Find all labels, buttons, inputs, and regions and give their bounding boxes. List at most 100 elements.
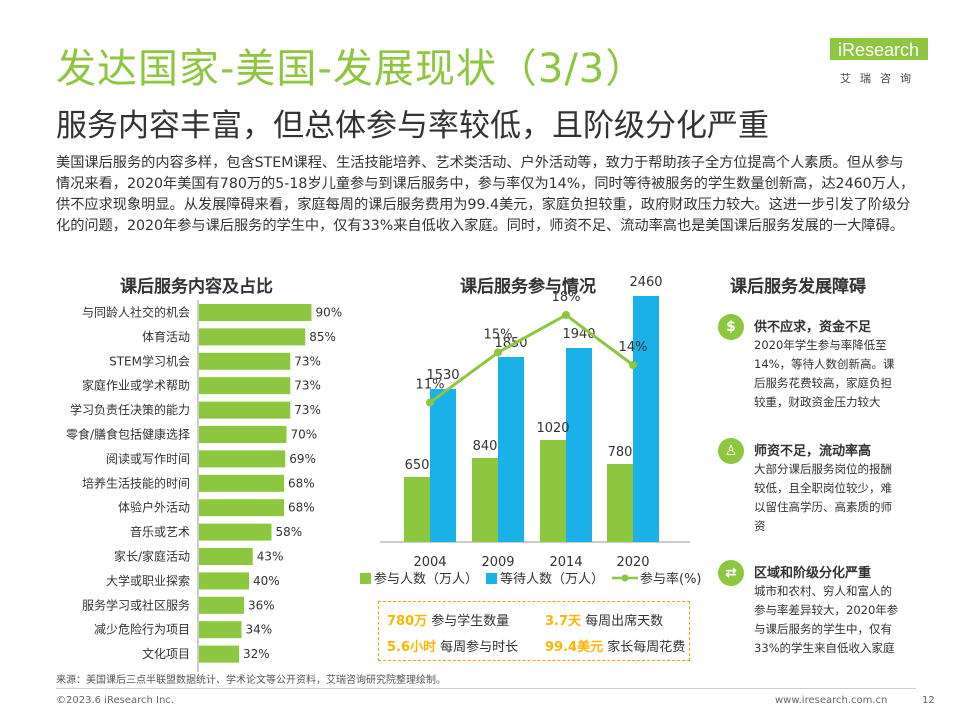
waiting-bar [633, 296, 659, 542]
content-chart-title: 课后服务内容及占比 [120, 277, 273, 297]
content-value-label: 68% [288, 476, 315, 490]
obstacle-title: 供不应求，资金不足 [754, 320, 872, 335]
content-bar [199, 426, 287, 443]
legend-participants-label: 参与人数（万人） [374, 571, 478, 587]
waiting-bar [498, 357, 524, 542]
content-category-label: 大学或职业探索 [106, 573, 190, 588]
copyright: ©2023.6 iResearch Inc. [56, 695, 174, 706]
obstacle-item: ⇄ 区域和阶级分化严重 城市和农村、穷人和富人的参与率差异较大，2020年参与课… [718, 560, 938, 670]
content-bar [199, 645, 239, 663]
iresearch-logo: iResearch 艾瑞咨询 [820, 30, 932, 90]
content-category-label: 培养生活技能的时间 [82, 475, 190, 490]
content-value-label: 69% [289, 452, 316, 466]
participants-value-label: 780 [608, 445, 633, 460]
legend-waiting-swatch [486, 573, 497, 584]
shuffle-icon: ⇄ [718, 560, 744, 586]
content-bar [199, 499, 284, 517]
legend-rate-label: 参与率(%) [640, 571, 702, 587]
obstacle-title: 师资不足，流动率高 [754, 444, 872, 459]
content-value-label: 43% [257, 550, 284, 564]
content-value-label: 90% [316, 306, 343, 320]
waiting-bar [566, 348, 592, 542]
content-value-label: 85% [309, 330, 336, 344]
summary-box: 780万 参与学生数量 3.7天 每周出席天数 5.6小时 每周参与时长 99.… [378, 601, 690, 661]
content-category-label: 体验户外活动 [118, 500, 190, 515]
logo-subtext: 艾瑞咨询 [840, 72, 920, 85]
obstacle-text: 2020年学生参与率降低至14%，等待人数创新高。课后服务花费较高，家庭负担较重… [754, 338, 895, 409]
participants-bar [607, 464, 633, 542]
participation-rate-label: 15% [484, 328, 513, 343]
page-subtitle: 服务内容丰富，但总体参与率较低，且阶级分化严重 [56, 108, 769, 144]
teacher-icon: ♙ [718, 438, 744, 464]
content-value-label: 68% [288, 501, 315, 515]
content-value-label: 36% [248, 598, 275, 612]
obstacle-item: $ 供不应求，资金不足 2020年学生参与率降低至14%，等待人数创新高。课后服… [718, 314, 938, 424]
content-category-label: 体育活动 [142, 329, 190, 344]
content-value-label: 73% [294, 403, 321, 417]
waiting-value-label: 2460 [629, 275, 662, 290]
content-bar [199, 377, 291, 395]
participation-rate-line [429, 313, 634, 404]
summary-label: 每周参与时长 [440, 640, 519, 655]
content-category-label: 零食/膳食包括健康选择 [66, 427, 190, 442]
summary-label: 每周出席天数 [585, 614, 664, 629]
legend-waiting-label: 等待人数（万人） [500, 571, 604, 587]
source-note: 来源：美国课后三点半联盟数据统计、学术论文等公开资料，艾瑞咨询研究院整理绘制。 [56, 675, 446, 686]
summary-label: 家长每周花费 [607, 640, 686, 655]
content-category-label: 减少危险行为项目 [94, 622, 190, 637]
participation-rate-point [562, 311, 570, 319]
logo-text: iResearch [838, 40, 920, 60]
content-category-label: 阅读或写作时间 [106, 452, 190, 466]
content-category-label: 音乐或艺术 [130, 524, 190, 539]
money-bag-icon: $ [718, 314, 744, 340]
content-value-label: 58% [276, 525, 303, 539]
content-value-label: 73% [294, 354, 321, 368]
content-bar [199, 401, 291, 419]
summary-item: 5.6小时 每周参与时长 [387, 636, 518, 655]
obstacle-title: 区域和阶级分化严重 [754, 566, 872, 581]
legend-participants-swatch [360, 573, 371, 584]
content-category-label: 服务学习或社区服务 [82, 597, 190, 612]
waiting-bar [430, 389, 456, 542]
content-category-label: 家长/家庭活动 [114, 549, 190, 564]
logo-badge [830, 38, 928, 60]
content-category-label: 学习负责任决策的能力 [70, 402, 190, 417]
summary-value: 99.4美元 [545, 640, 604, 655]
content-category-label: 与同龄人社交的机会 [82, 305, 190, 320]
participants-bar [540, 440, 566, 542]
content-value-label: 70% [291, 428, 318, 442]
participation-rate-label: 11% [416, 378, 445, 393]
obstacle-text: 大部分课后服务岗位的报酬较低，且全职岗位较少，难以留住高学历、高素质的师资 [754, 462, 892, 533]
year-tick-label: 2004 [413, 555, 446, 570]
participation-rate-label: 18% [552, 290, 581, 305]
summary-value: 3.7天 [545, 614, 582, 629]
summary-item: 780万 参与学生数量 [387, 610, 509, 629]
obstacle-item: ♙ 师资不足，流动率高 大部分课后服务岗位的报酬较低，且全职岗位较少，难以留住高… [718, 438, 938, 548]
content-category-label: STEM学习机会 [109, 353, 190, 368]
content-bar [199, 572, 249, 590]
content-bar [199, 548, 253, 565]
content-category-label: 文化项目 [142, 646, 190, 661]
obstacles-title: 课后服务发展障碍 [730, 277, 866, 297]
summary-label: 参与学生数量 [431, 614, 510, 629]
content-bar [199, 450, 286, 468]
website-link[interactable]: www.iresearch.com.cn [775, 695, 888, 706]
content-value-label: 32% [243, 647, 270, 661]
participation-rate-point [494, 348, 502, 357]
obstacle-text: 城市和农村、穷人和富人的参与率差异较大，2020年参与课后服务的学生中，仅有33… [754, 584, 899, 655]
waiting-value-label: 1530 [426, 368, 459, 383]
content-bar [199, 328, 306, 346]
content-category-label: 家庭作业或学术帮助 [82, 378, 190, 393]
content-bar [199, 352, 291, 370]
legend-rate-marker [621, 574, 629, 582]
intro-paragraph: 美国课后服务的内容多样，包含STEM课程、生活技能培养、艺术类活动、户外活动等，… [56, 155, 915, 234]
summary-item: 99.4美元 家长每周花费 [545, 636, 685, 655]
participants-value-label: 840 [473, 439, 498, 454]
content-value-label: 34% [246, 623, 273, 637]
content-value-label: 73% [294, 379, 321, 393]
year-tick-label: 2014 [549, 555, 582, 570]
content-bar [199, 596, 244, 614]
footer-divider [56, 688, 916, 689]
participation-chart-title: 课后服务参与情况 [460, 277, 596, 297]
